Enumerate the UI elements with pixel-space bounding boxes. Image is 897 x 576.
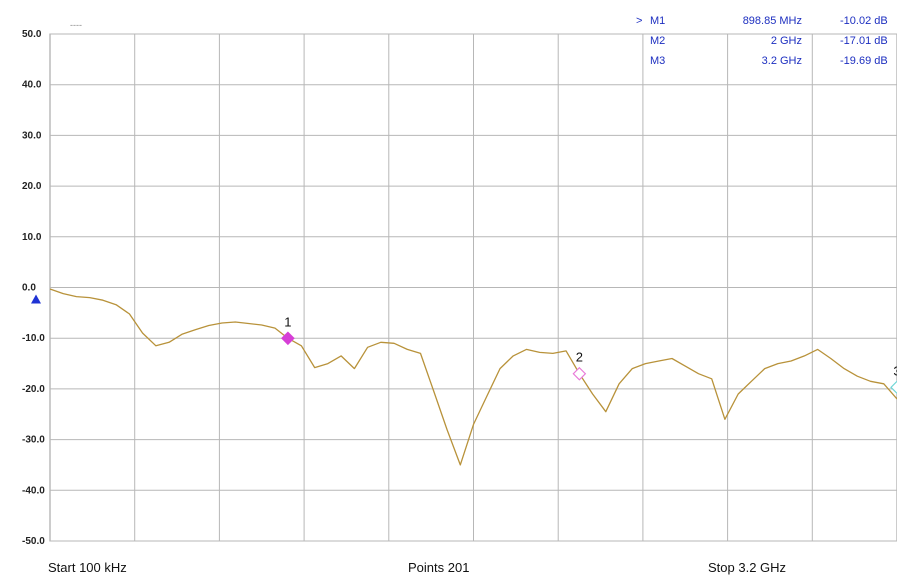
y-tick-label: 40.0	[22, 80, 42, 91]
marker-table-m3-value: -19.69 dB	[840, 55, 888, 67]
trace-group	[49, 288, 897, 466]
marker-2-label: 2	[576, 350, 583, 365]
reference-level-arrow	[31, 294, 41, 304]
marker-2-diamond	[572, 366, 587, 381]
marker-table-m3-freq: 3.2 GHz	[762, 55, 802, 67]
marker-3-diamond	[890, 380, 897, 395]
marker-table-active-indicator: >	[636, 15, 642, 27]
marker-table-m2-name: M2	[650, 35, 665, 47]
marker-table-m3-name: M3	[650, 55, 665, 67]
points-label: Points 201	[408, 560, 470, 575]
y-tick-label: 0.0	[22, 283, 36, 294]
start-frequency-label: Start 100 kHz	[48, 560, 127, 575]
y-tick-label: -20.0	[22, 384, 45, 395]
marker-table: > M1 898.85 MHz -10.02 dB M2 2 GHz -17.0…	[636, 15, 888, 67]
marker-1-label: 1	[284, 314, 291, 329]
y-tick-label: 30.0	[22, 130, 42, 141]
marker-table-m1-value: -10.02 dB	[840, 15, 888, 27]
marker-3-label: 3	[893, 363, 897, 378]
marker-group: 1 2 3	[281, 314, 897, 395]
marker-table-m2-freq: 2 GHz	[771, 35, 802, 47]
marker-table-m2-value: -17.01 dB	[840, 35, 888, 47]
y-tick-label: 10.0	[22, 232, 42, 243]
y-tick-label: 50.0	[22, 29, 42, 40]
y-tick-label: 20.0	[22, 181, 42, 192]
window-title-placeholder: ----	[70, 20, 82, 30]
y-tick-label: -10.0	[22, 333, 45, 344]
y-tick-label: -50.0	[22, 536, 45, 547]
y-tick-label: -30.0	[22, 435, 45, 446]
y-tick-label: -40.0	[22, 485, 45, 496]
stop-frequency-label: Stop 3.2 GHz	[708, 560, 787, 575]
trace-line	[49, 288, 897, 466]
plot-grid	[49, 33, 897, 542]
y-axis-ticks: 50.0 40.0 30.0 20.0 10.0 0.0 -10.0 -20.0 -30.0 -4…	[22, 29, 45, 547]
marker-1-diamond	[281, 331, 295, 346]
marker-table-m1-name: M1	[650, 15, 665, 27]
marker-table-m1-freq: 898.85 MHz	[743, 15, 802, 27]
